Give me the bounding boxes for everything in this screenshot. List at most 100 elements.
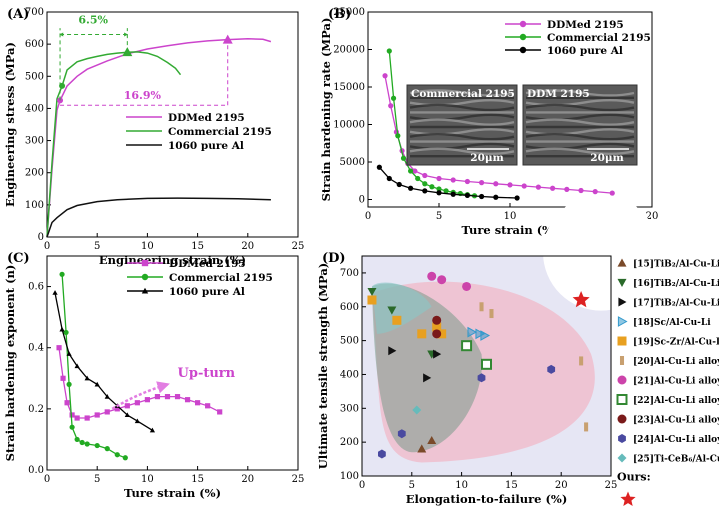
legend-label: Commercial 2195	[169, 272, 273, 284]
x-tick-label: 10	[455, 480, 468, 491]
data-point	[422, 188, 428, 194]
inset-label: DDM 2195	[527, 88, 590, 100]
series-line	[58, 347, 220, 419]
data-point	[378, 449, 386, 459]
x-tick-label: 10	[504, 211, 517, 222]
data-point	[437, 275, 447, 285]
data-point	[550, 185, 556, 191]
range-envelope-cyan	[371, 282, 432, 334]
data-point	[367, 287, 377, 297]
data-point	[104, 446, 110, 452]
legend-label: [23]Al-Cu-Li alloy	[633, 416, 719, 426]
data-point	[462, 281, 472, 291]
series-line	[61, 274, 126, 459]
data-point	[134, 418, 140, 424]
data-point	[481, 358, 492, 370]
data-point	[429, 184, 435, 190]
data-point	[217, 409, 223, 415]
data-point	[432, 315, 442, 325]
legend-label: 1060 pure Al	[169, 286, 245, 298]
data-point	[493, 194, 499, 200]
sem-texture	[409, 147, 515, 155]
data-point	[412, 405, 422, 415]
data-point	[572, 291, 590, 308]
y-tick-label: 100	[340, 471, 359, 482]
y-tick-label: 0.0	[28, 465, 44, 476]
legend-marker	[617, 336, 627, 346]
legend-marker	[519, 46, 527, 54]
data-point	[144, 397, 150, 403]
data-point	[114, 452, 120, 458]
inset-label: Commercial 2195	[411, 88, 515, 100]
legend-marker	[620, 491, 636, 506]
legend-label: 1060 pure Al	[547, 45, 623, 57]
data-point	[467, 326, 478, 338]
sem-texture	[409, 103, 515, 112]
data-point	[74, 363, 80, 369]
data-point	[437, 329, 447, 339]
data-point	[397, 429, 406, 439]
x-tick-label: 5	[409, 480, 415, 491]
y-tick-label: 0.6	[28, 282, 44, 293]
data-point	[184, 397, 191, 403]
data-point	[74, 415, 80, 421]
data-point	[390, 95, 397, 101]
data-point	[432, 329, 442, 339]
legend-marker	[141, 287, 149, 294]
y-tick-label: 100	[25, 200, 44, 211]
y-tick-label: 15000	[333, 82, 365, 93]
x-tick-label: 20	[241, 474, 254, 485]
x-tick-label: 5	[94, 241, 100, 252]
y-tick-label: 700	[25, 7, 44, 18]
x-axis-label: Ture strain (%)	[461, 223, 558, 237]
legend-label: 1060 pure Al	[168, 140, 244, 152]
legend-marker	[619, 356, 625, 365]
y-tick-label: 10000	[333, 120, 365, 131]
y-tick-label: 200	[25, 168, 44, 179]
data-point	[584, 422, 589, 432]
data-point	[104, 409, 110, 415]
data-point	[450, 177, 456, 183]
panel-label: (D)	[322, 251, 346, 266]
data-point	[479, 302, 484, 312]
data-point	[104, 394, 110, 399]
panel-label: (A)	[7, 7, 29, 22]
data-point	[94, 412, 100, 418]
data-point	[66, 381, 72, 387]
x-axis-label: Ture strain (%)	[124, 486, 221, 500]
data-point	[592, 189, 598, 195]
data-point	[408, 168, 414, 174]
legend-label: Commercial 2195	[168, 126, 272, 138]
data-point	[195, 400, 201, 406]
data-point	[94, 442, 100, 449]
data-point	[382, 73, 388, 79]
legend-label: [20]Al-Cu-Li alloy	[633, 357, 719, 367]
data-point	[84, 375, 90, 381]
legend-marker	[519, 20, 527, 28]
legend-title: Ours:	[617, 471, 651, 484]
data-point	[52, 290, 58, 295]
legend-marker	[141, 273, 149, 281]
panel-c-hardening-exponent: 0 5 10 15 20 25 0.0 0.2 0.4 0.6 Ture strain (%) Str…	[3, 251, 304, 500]
legend-marker	[617, 258, 627, 267]
panel-b-hardening-rate: 051015200500010000150002000025000Ture st…	[319, 7, 658, 237]
data-point	[400, 155, 407, 161]
y-axis-label: Engineering stress (MPa)	[3, 42, 17, 207]
sem-texture	[409, 133, 515, 141]
data-point	[84, 441, 90, 447]
data-point	[464, 192, 470, 198]
data-point	[386, 175, 392, 182]
legend-marker	[618, 434, 626, 443]
data-point	[79, 439, 85, 446]
sem-texture	[525, 147, 635, 155]
legend-marker	[616, 394, 628, 405]
y-tick-label: 5000	[340, 157, 365, 168]
data-point	[66, 351, 72, 356]
legend-label: [24]Al-Cu-Li alloy	[633, 435, 719, 445]
data-point	[564, 186, 570, 192]
y-tick-label: 300	[25, 136, 44, 147]
legend-label: DDMed 2195	[547, 19, 624, 31]
x-tick-label: 0	[44, 474, 50, 485]
y-tick-label: 0.2	[28, 404, 44, 415]
x-tick-label: 20	[241, 241, 254, 252]
